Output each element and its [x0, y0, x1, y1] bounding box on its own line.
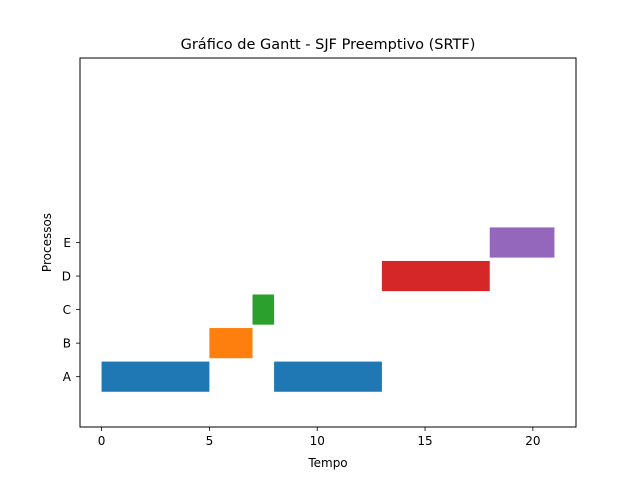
y-tick-label-e: E	[63, 236, 71, 250]
y-tick-label-a: A	[63, 370, 72, 384]
bar-e-5	[489, 227, 555, 258]
x-tick-label-5: 5	[206, 434, 214, 448]
bar-b-1	[209, 328, 253, 359]
x-tick-label-10: 10	[310, 434, 325, 448]
bars-group	[101, 227, 555, 392]
x-tick-label-20: 20	[525, 434, 540, 448]
x-tick-label-15: 15	[417, 434, 432, 448]
x-tick-label-0: 0	[98, 434, 106, 448]
chart-title: Gráfico de Gantt - SJF Preemptivo (SRTF)	[181, 37, 476, 53]
bar-a-0	[101, 361, 210, 392]
bar-c-2	[252, 294, 275, 325]
y-tick-label-c: C	[63, 303, 71, 317]
x-axis-ticks: 0 5 10 15 20	[98, 427, 541, 448]
x-axis-label: Tempo	[307, 456, 347, 470]
y-axis-ticks: A B C D E	[62, 236, 80, 384]
plot-area	[79, 57, 577, 428]
bar-a-3	[274, 361, 382, 392]
y-axis-label: Processos	[40, 213, 54, 272]
bar-d-4	[381, 260, 490, 292]
y-tick-label-d: D	[62, 270, 71, 284]
y-tick-label-b: B	[63, 337, 71, 351]
